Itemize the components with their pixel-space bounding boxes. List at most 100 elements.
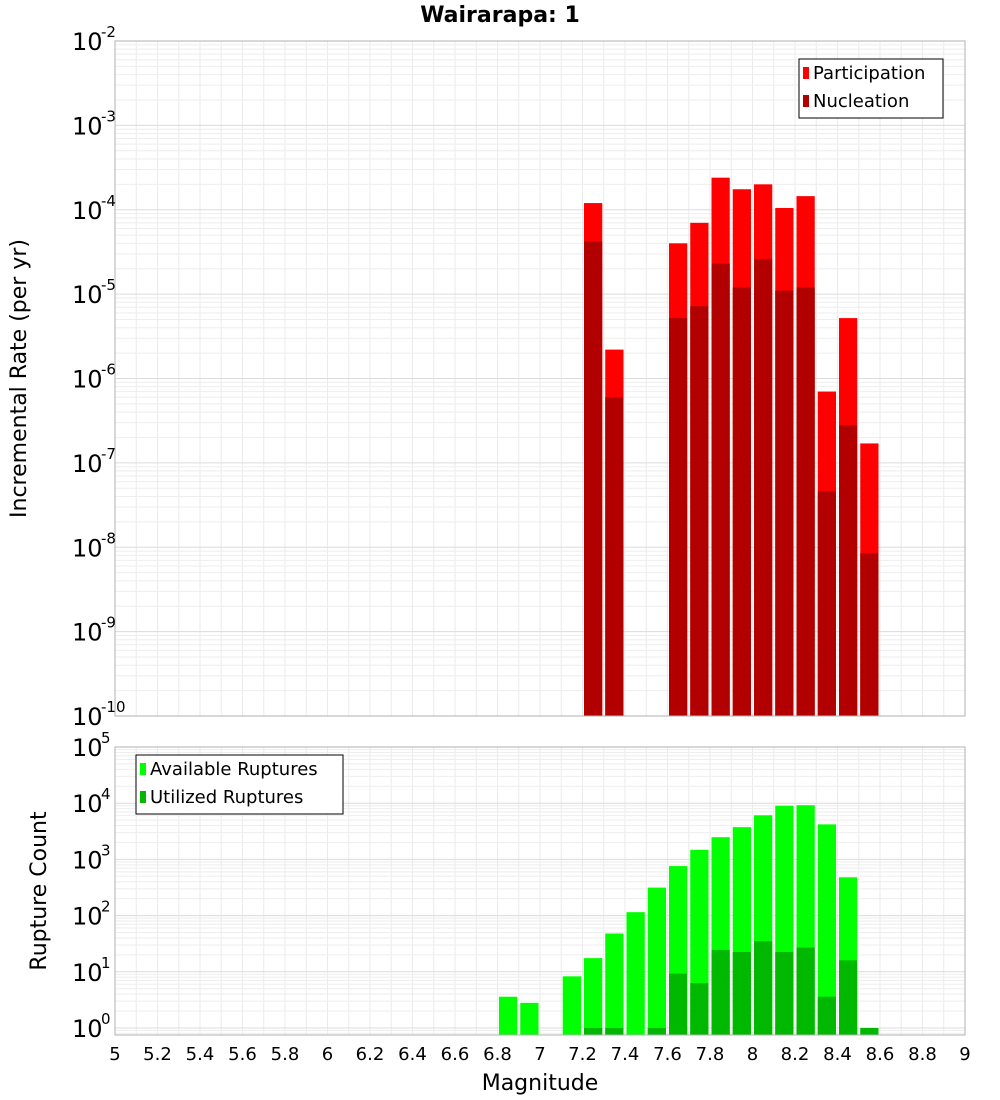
bar-utilized-ruptures [754, 941, 773, 1035]
x-tick-label: 6.8 [483, 1044, 512, 1065]
legend-swatch [140, 791, 146, 803]
bar-utilized-ruptures [860, 1027, 879, 1035]
y-tick-exponent: 5 [101, 729, 111, 747]
bar-available-ruptures [562, 976, 581, 1035]
x-tick-label: 7.8 [696, 1044, 725, 1065]
x-tick-label: 7.2 [568, 1044, 597, 1065]
bar-utilized-ruptures [605, 1027, 624, 1035]
y-axis-label: Rupture Count [27, 811, 52, 971]
y-tick-exponent: -8 [101, 529, 116, 547]
y-tick-exponent: -9 [101, 614, 116, 632]
x-tick-label: 6.4 [398, 1044, 427, 1065]
bar-nucleation [754, 259, 773, 716]
bar-nucleation [732, 287, 751, 716]
bar-available-ruptures [520, 1002, 539, 1035]
y-tick-exponent: -5 [101, 276, 116, 294]
legend: Available Ruptures Utilized Ruptures [135, 754, 344, 815]
legend-label: Available Ruptures [150, 759, 318, 780]
y-tick-label: 10 [72, 1015, 103, 1043]
y-tick-exponent: 1 [101, 954, 111, 972]
bar-utilized-ruptures [647, 1027, 666, 1035]
bar-available-ruptures [499, 996, 518, 1035]
x-tick-label: 7.4 [611, 1044, 640, 1065]
x-tick-label: 8 [747, 1044, 758, 1065]
x-tick-label: 8.6 [866, 1044, 895, 1065]
bar-nucleation [817, 491, 836, 716]
bar-utilized-ruptures [817, 996, 836, 1035]
y-tick-exponent: -4 [101, 192, 116, 210]
y-tick-label: 10 [72, 790, 103, 818]
y-tick-exponent: -7 [101, 445, 116, 463]
bar-available-ruptures [605, 933, 624, 1035]
y-tick-exponent: -2 [101, 23, 116, 41]
x-tick-label: 8.2 [781, 1044, 810, 1065]
bar-utilized-ruptures [839, 960, 858, 1035]
chart-title: Wairarapa: 1 [420, 3, 580, 28]
rate-panel: 10-1010-910-810-710-610-510-410-310-2Inc… [7, 3, 966, 731]
bar-nucleation [669, 318, 688, 716]
x-tick-label: 7.6 [653, 1044, 682, 1065]
y-tick-label: 10 [72, 846, 103, 874]
legend: Participation Nucleation [798, 58, 944, 119]
legend-label: Participation [813, 63, 925, 84]
y-tick-label: 10 [72, 28, 103, 56]
bar-nucleation [605, 397, 624, 716]
legend-box [135, 754, 344, 815]
legend-swatch [803, 95, 809, 107]
bar-available-ruptures [647, 887, 666, 1035]
y-tick-label: 10 [72, 281, 103, 309]
y-tick-label: 10 [72, 903, 103, 931]
bar-nucleation [584, 241, 603, 717]
x-tick-label: 5.8 [271, 1044, 300, 1065]
x-tick-label: 5.4 [186, 1044, 215, 1065]
legend-label: Utilized Ruptures [150, 787, 303, 808]
y-tick-label: 10 [72, 534, 103, 562]
legend-swatch [803, 67, 809, 79]
bar-available-ruptures [584, 958, 603, 1035]
y-tick-label: 10 [72, 619, 103, 647]
bar-available-ruptures [817, 824, 836, 1035]
legend-swatch [140, 763, 146, 775]
y-tick-label: 10 [72, 197, 103, 225]
y-tick-label: 10 [72, 112, 103, 140]
legend-box [798, 58, 944, 119]
y-tick-exponent: 4 [101, 785, 111, 803]
bar-utilized-ruptures [775, 951, 794, 1035]
bar-utilized-ruptures [796, 947, 815, 1035]
x-tick-label: 9 [959, 1044, 970, 1065]
x-tick-label: 6.2 [356, 1044, 385, 1065]
y-tick-exponent: -10 [101, 698, 126, 716]
x-tick-label: 5.2 [143, 1044, 172, 1065]
bar-nucleation [860, 553, 879, 716]
y-tick-label: 10 [72, 450, 103, 478]
x-tick-label: 8.4 [823, 1044, 852, 1065]
bar-utilized-ruptures [711, 949, 730, 1035]
x-tick-label: 8.8 [908, 1044, 937, 1065]
bar-utilized-ruptures [584, 1027, 603, 1035]
bar-nucleation [690, 306, 709, 716]
y-tick-exponent: 0 [101, 1010, 111, 1028]
legend-label: Nucleation [813, 91, 909, 112]
x-axis-label: Magnitude [482, 1071, 599, 1096]
x-tick-label: 6.6 [441, 1044, 470, 1065]
x-tick-label: 5 [109, 1044, 120, 1065]
bar-nucleation [711, 263, 730, 716]
x-tick-label: 6 [322, 1044, 333, 1065]
bar-nucleation [796, 287, 815, 716]
y-tick-exponent: 2 [101, 898, 111, 916]
y-tick-exponent: -3 [101, 107, 116, 125]
y-tick-exponent: -6 [101, 361, 116, 379]
x-tick-label: 7 [534, 1044, 545, 1065]
x-tick-label: 5.6 [228, 1044, 257, 1065]
bar-utilized-ruptures [732, 951, 751, 1035]
y-tick-label: 10 [72, 366, 103, 394]
bar-utilized-ruptures [669, 973, 688, 1035]
bar-utilized-ruptures [690, 983, 709, 1035]
plot-border [114, 40, 966, 717]
bar-nucleation [775, 290, 794, 716]
bar-nucleation [839, 425, 858, 716]
y-tick-label: 10 [72, 703, 103, 731]
plot-border [114, 746, 966, 1036]
